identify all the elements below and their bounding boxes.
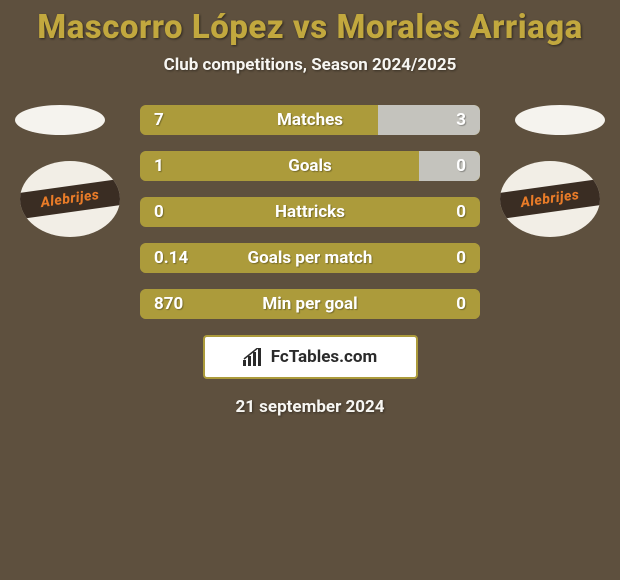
stat-value-right: 0 bbox=[456, 248, 466, 268]
stat-row: Hattricks0 0 bbox=[140, 197, 480, 227]
stat-value-left: 0.14 bbox=[154, 248, 188, 268]
page-title: Mascorro López vs Morales Arriaga bbox=[0, 0, 620, 47]
stat-value-right: 0 bbox=[456, 156, 466, 176]
stat-label: Goals bbox=[140, 156, 480, 176]
stat-value-left: 1 bbox=[154, 156, 164, 176]
club-left-badge: Alebrijes bbox=[20, 161, 120, 237]
stat-value-right: 3 bbox=[456, 110, 466, 130]
stat-row: Goals1 0 bbox=[140, 151, 480, 181]
stat-label: Matches bbox=[140, 110, 480, 130]
club-right-label: Alebrijes bbox=[500, 176, 600, 221]
player-left-avatar bbox=[15, 105, 105, 135]
stat-row: Min per goal870 0 bbox=[140, 289, 480, 319]
stat-value-left: 0 bbox=[154, 202, 164, 222]
club-left-label: Alebrijes bbox=[20, 176, 120, 221]
brand-box: FcTables.com bbox=[203, 335, 418, 379]
stat-row: Goals per match0.14 0 bbox=[140, 243, 480, 273]
stat-bars: Matches73Goals10Hattricks00Goals per mat… bbox=[140, 105, 480, 319]
stat-label: Hattricks bbox=[140, 202, 480, 222]
stat-area: Alebrijes Alebrijes Matches73Goals10Hatt… bbox=[0, 105, 620, 319]
chart-icon bbox=[243, 348, 265, 366]
player-right-avatar bbox=[515, 105, 605, 135]
stat-label: Min per goal bbox=[140, 294, 480, 314]
comparison-infographic: Mascorro López vs Morales Arriaga Club c… bbox=[0, 0, 620, 580]
stat-value-left: 7 bbox=[154, 110, 164, 130]
stat-value-left: 870 bbox=[154, 294, 183, 314]
stat-value-right: 0 bbox=[456, 294, 466, 314]
subtitle: Club competitions, Season 2024/2025 bbox=[0, 55, 620, 75]
stat-label: Goals per match bbox=[140, 248, 480, 268]
stat-value-right: 0 bbox=[456, 202, 466, 222]
brand-label: FcTables.com bbox=[271, 347, 377, 367]
date-label: 21 september 2024 bbox=[0, 397, 620, 417]
club-right-badge: Alebrijes bbox=[500, 161, 600, 237]
stat-row: Matches7 3 bbox=[140, 105, 480, 135]
